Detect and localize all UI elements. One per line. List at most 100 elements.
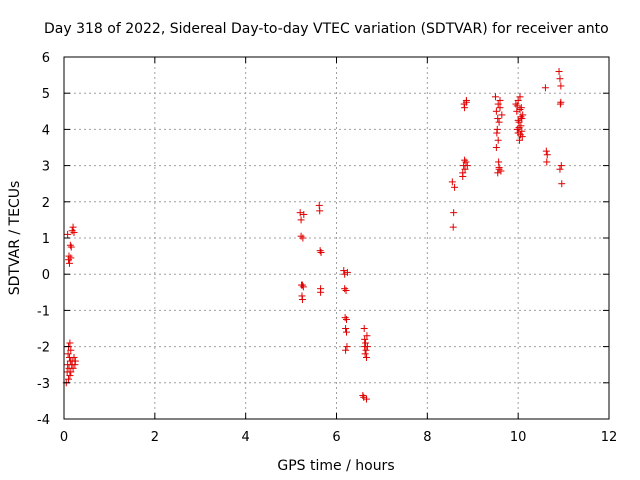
data-point [342, 325, 350, 332]
data-point [495, 163, 503, 171]
data-point [491, 93, 499, 101]
data-point [359, 391, 367, 399]
data-point [557, 162, 565, 170]
data-point [298, 281, 306, 289]
y-tick-label: -1 [37, 304, 50, 319]
x-tick-label: 8 [423, 430, 431, 445]
data-point [517, 104, 525, 112]
data-point [69, 223, 77, 231]
y-axis-label: SDTVAR / TECUs [7, 181, 23, 296]
x-axis-label: GPS time / hours [277, 458, 394, 474]
y-tick-label: 6 [42, 51, 50, 66]
data-point [494, 136, 502, 144]
data-point [461, 156, 469, 164]
data-point [543, 158, 551, 166]
data-point [297, 216, 305, 224]
grid-lines [64, 57, 609, 419]
data-point [498, 111, 506, 119]
data-point [317, 248, 325, 256]
data-point [462, 158, 470, 166]
data-point [518, 115, 526, 123]
data-point [543, 151, 551, 159]
data-point [300, 210, 308, 218]
data-point [360, 325, 368, 332]
data-point [342, 328, 350, 336]
data-point [67, 254, 75, 262]
data-point [316, 247, 324, 255]
data-point [71, 357, 79, 365]
data-point [361, 335, 369, 343]
data-point [492, 144, 500, 151]
data-point [66, 339, 74, 347]
data-point [514, 96, 522, 104]
data-point [342, 346, 350, 354]
data-point [555, 67, 563, 75]
data-point [343, 268, 351, 276]
y-tick-label: -3 [37, 377, 50, 392]
data-point [297, 232, 305, 240]
data-point [317, 288, 325, 296]
data-point [299, 283, 307, 291]
data-point [557, 98, 565, 106]
data-point [493, 125, 501, 133]
data-point [494, 115, 502, 123]
data-point [361, 350, 369, 358]
data-point [363, 343, 371, 351]
data-point [299, 234, 307, 242]
x-tick-label: 4 [242, 430, 250, 445]
y-tick-label: 1 [42, 232, 50, 247]
data-point [298, 296, 306, 304]
data-point [362, 353, 370, 361]
data-point [513, 102, 521, 110]
data-point [516, 105, 524, 113]
data-point [516, 93, 524, 101]
data-point [517, 122, 525, 130]
data-point [516, 136, 524, 144]
data-point [68, 227, 76, 235]
data-point [341, 314, 349, 322]
data-point [558, 180, 566, 188]
data-point [459, 172, 467, 180]
data-point [513, 125, 521, 133]
data-point [515, 124, 523, 132]
data-point [316, 207, 324, 215]
data-point [362, 395, 370, 403]
data-point [342, 315, 350, 323]
data-point [296, 209, 304, 217]
data-point [340, 267, 348, 275]
data-point [341, 285, 349, 293]
data-point [450, 209, 458, 217]
data-point [70, 229, 78, 237]
data-point [495, 118, 503, 126]
data-point [449, 223, 457, 231]
x-tick-label: 2 [151, 430, 159, 445]
data-point [494, 100, 502, 108]
data-point [518, 127, 526, 135]
x-tick-label: 12 [601, 430, 618, 445]
y-tick-label: 3 [42, 160, 50, 175]
chart-title: Day 318 of 2022, Sidereal Day-to-day VTE… [44, 21, 609, 37]
data-point [363, 332, 371, 340]
data-point [556, 75, 564, 83]
data-point [496, 104, 504, 112]
data-point [516, 131, 524, 139]
data-point [70, 353, 78, 361]
data-point [463, 162, 471, 170]
data-point [362, 346, 370, 354]
data-point [65, 259, 73, 267]
data-point [69, 364, 77, 372]
data-point [448, 178, 456, 186]
y-tick-label: 5 [42, 87, 50, 102]
data-point [67, 346, 75, 354]
data-point [66, 372, 74, 380]
data-point [451, 183, 459, 191]
data-point [461, 104, 469, 112]
y-tick-label: -4 [37, 413, 50, 428]
data-point [514, 116, 522, 124]
data-point [362, 339, 370, 347]
y-tick-label: 4 [42, 123, 50, 138]
y-tick-label: 2 [42, 196, 50, 211]
data-point [492, 107, 500, 115]
data-point [517, 113, 525, 121]
